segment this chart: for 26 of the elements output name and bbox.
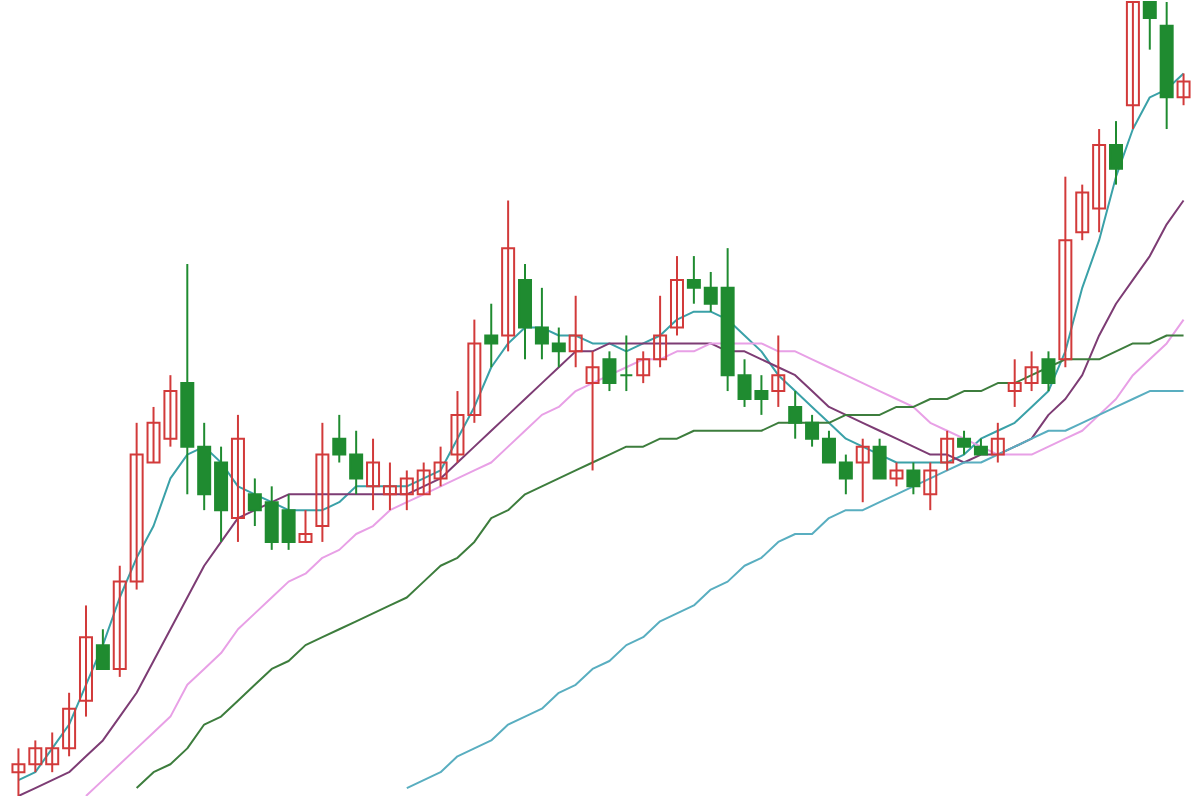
candlestick <box>669 255 684 337</box>
candlestick <box>872 437 887 480</box>
candlestick <box>298 509 313 543</box>
candlestick <box>1142 1 1157 51</box>
candlestick <box>1109 120 1124 186</box>
candlestick <box>585 350 600 472</box>
candlestick <box>619 334 634 393</box>
candlestick <box>889 461 904 488</box>
candlestick <box>602 350 617 393</box>
candlestick <box>771 334 786 408</box>
candlestick <box>1176 72 1191 107</box>
candlestick <box>501 199 516 353</box>
candlestick <box>990 421 1005 464</box>
candlestick <box>923 461 938 512</box>
candlestick <box>1125 1 1140 131</box>
candlestick <box>568 294 583 369</box>
candlestick <box>78 604 93 718</box>
candlestick <box>940 429 955 472</box>
candlestick <box>95 628 110 670</box>
candlestick <box>315 421 330 543</box>
candlestick <box>230 413 245 543</box>
candlestick <box>1058 175 1073 369</box>
candlestick <box>484 302 499 369</box>
candlestick <box>855 437 870 504</box>
candlestick <box>906 461 921 496</box>
candlestick <box>1041 350 1056 393</box>
